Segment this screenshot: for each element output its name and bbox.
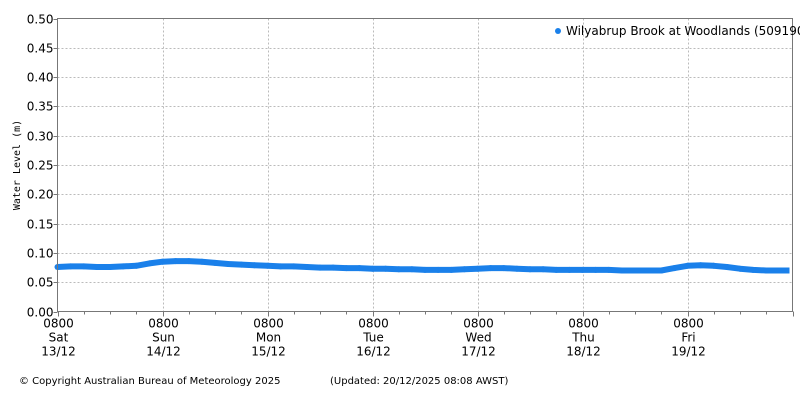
data-point (513, 265, 520, 272)
data-point (133, 262, 140, 269)
data-point (238, 261, 245, 268)
data-point (658, 267, 665, 274)
y-tick-label: 0.00 (27, 306, 54, 320)
data-point (618, 267, 625, 274)
x-tick-label: Fri (681, 331, 695, 345)
x-tick-label: 0800 (358, 317, 389, 331)
data-point (343, 265, 350, 272)
x-tick-label: Sun (152, 331, 175, 345)
x-tick-label: 14/12 (146, 345, 181, 359)
data-point (448, 266, 455, 273)
updated-text: (Updated: 20/12/2025 08:08 AWST) (330, 376, 508, 387)
x-tick-label: 0800 (568, 317, 599, 331)
data-point (251, 262, 258, 269)
y-tick-label: 0.10 (27, 247, 54, 261)
x-tick-label: 15/12 (251, 345, 286, 359)
data-point (198, 258, 205, 265)
x-tick-label: Sat (49, 331, 69, 345)
y-tick-label: 0.35 (27, 100, 54, 114)
x-tick-label: 19/12 (671, 345, 706, 359)
data-point (93, 264, 100, 270)
data-point (290, 263, 297, 270)
legend: Wilyabrup Brook at Woodlands (509190) (555, 24, 800, 38)
data-point (632, 267, 638, 274)
legend-marker (555, 28, 561, 34)
x-tick-label: 0800 (673, 317, 704, 331)
x-tick-label: Tue (362, 331, 384, 345)
data-point (330, 264, 337, 271)
data-point (500, 265, 507, 272)
x-tick-label: Mon (256, 331, 281, 345)
data-point (487, 265, 494, 272)
x-tick-label: Wed (465, 331, 491, 345)
data-point (461, 266, 468, 273)
grid (57, 18, 793, 312)
data-point (369, 265, 376, 272)
data-point (159, 258, 166, 265)
y-tick-label: 0.30 (27, 130, 54, 144)
data-point (553, 266, 560, 273)
data-point (277, 263, 284, 270)
data-point (356, 265, 363, 272)
data-point (527, 266, 533, 273)
data-point (317, 264, 323, 271)
data-point (303, 264, 310, 270)
data-point (67, 263, 74, 270)
data-point (146, 260, 153, 267)
x-tick-label: 0800 (43, 317, 74, 331)
x-tick-label: Thu (571, 331, 595, 345)
data-point (382, 265, 389, 272)
data-point (120, 263, 127, 270)
copyright-text: © Copyright Australian Bureau of Meteoro… (19, 376, 280, 387)
data-point (422, 266, 428, 273)
data-point (592, 266, 599, 273)
data-point (763, 267, 770, 274)
y-tick-label: 0.40 (27, 71, 54, 85)
series-layer (54, 258, 790, 274)
x-tick-label: 16/12 (356, 345, 391, 359)
data-point (474, 265, 481, 272)
x-tick-label: 0800 (253, 317, 284, 331)
data-point (723, 264, 730, 270)
y-tick-label: 0.05 (27, 276, 54, 290)
y-tick-label: 0.20 (27, 188, 54, 202)
y-tick-label: 0.45 (27, 42, 54, 56)
data-point (710, 262, 717, 269)
data-point (579, 266, 586, 273)
y-tick-label: 0.15 (27, 218, 54, 232)
data-point (435, 266, 442, 273)
data-point (395, 266, 402, 273)
legend-label: Wilyabrup Brook at Woodlands (509190) (566, 24, 800, 38)
data-point (566, 266, 573, 273)
y-tick-label: 0.50 (27, 13, 54, 27)
y-axis-label: Water Level (m) (12, 120, 23, 210)
data-point (697, 262, 704, 269)
data-point (172, 258, 179, 265)
data-point (212, 259, 218, 266)
data-point (776, 267, 783, 274)
y-axis: 0.00 0.05 0.10 0.15 0.20 0.25 0.30 0.35 0.40 0.45… (27, 13, 58, 320)
x-axis: 0800Sat13/120800Sun14/120800Mon15/120800… (41, 311, 794, 359)
data-point (185, 258, 192, 265)
data-point (645, 267, 652, 274)
data-point (80, 263, 87, 270)
x-tick-label: 0800 (148, 317, 179, 331)
data-point (107, 264, 113, 270)
x-tick-label: 13/12 (41, 345, 76, 359)
x-tick-label: 17/12 (461, 345, 496, 359)
data-point (605, 266, 612, 273)
data-point (408, 266, 415, 273)
x-tick-label: 18/12 (566, 345, 601, 359)
data-point (750, 266, 757, 273)
x-tick-label: 0800 (463, 317, 494, 331)
data-point (225, 261, 232, 267)
data-point (737, 265, 743, 272)
data-point (684, 262, 691, 269)
data-point (540, 266, 547, 273)
data-point (264, 262, 271, 269)
y-tick-label: 0.25 (27, 159, 54, 173)
data-point (671, 265, 678, 272)
